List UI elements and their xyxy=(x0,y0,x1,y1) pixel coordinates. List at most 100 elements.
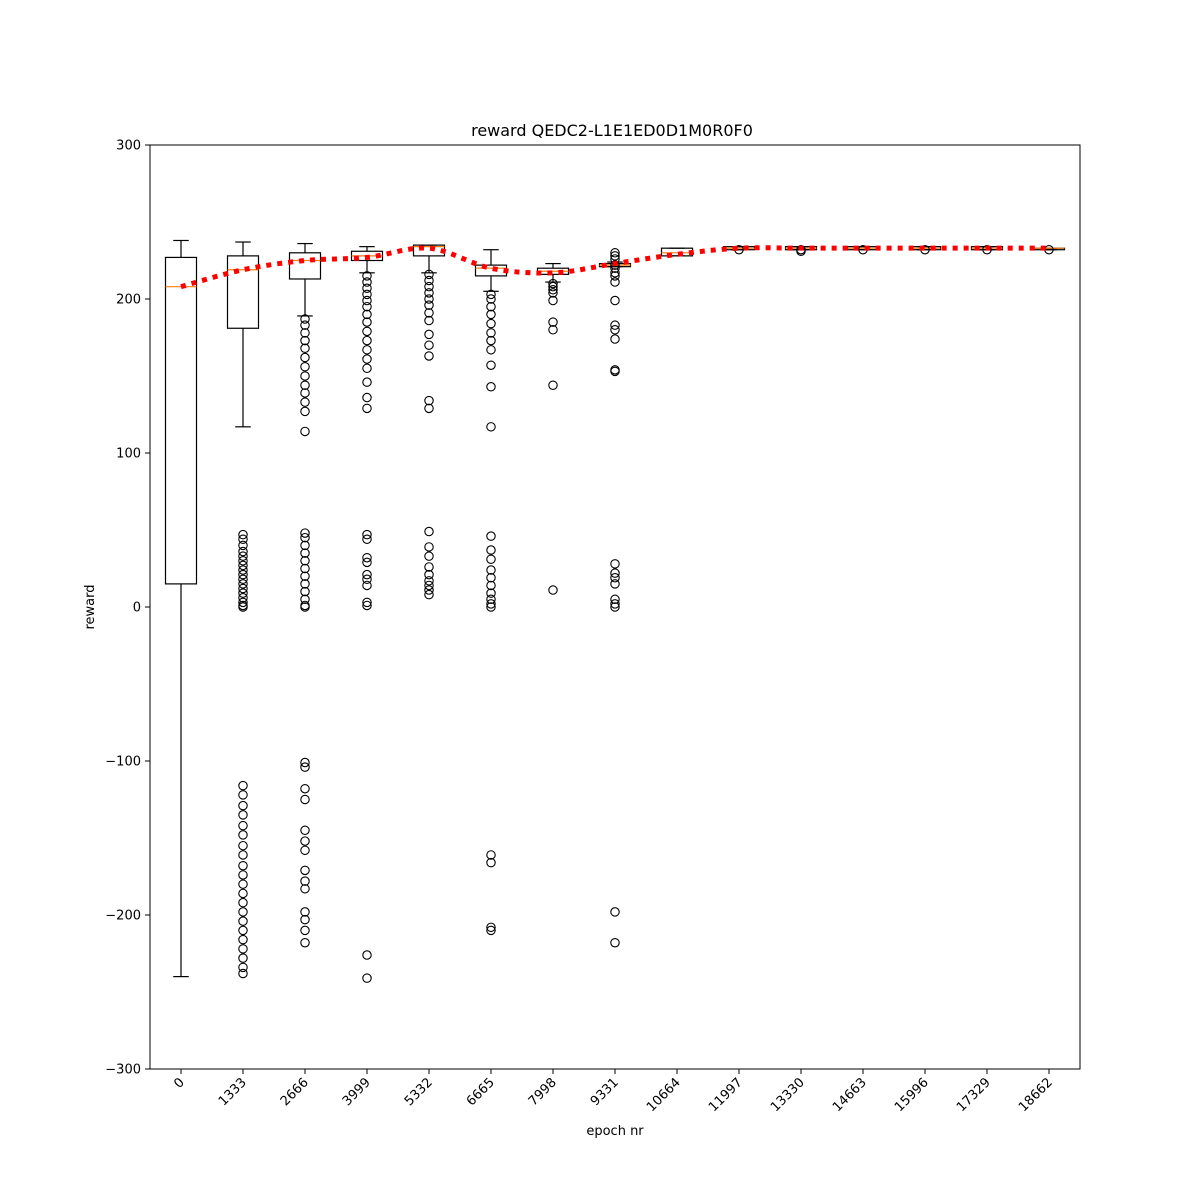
y-tick-label: 200 xyxy=(116,293,141,308)
outlier-point xyxy=(362,283,372,293)
outlier-point xyxy=(300,335,310,346)
outlier-point xyxy=(300,825,310,836)
outlier-point xyxy=(300,388,310,398)
outlier-point xyxy=(238,790,248,800)
outlier-point xyxy=(238,962,248,973)
y-tick-label: 300 xyxy=(116,139,141,154)
outlier-point xyxy=(238,820,248,831)
outlier-point xyxy=(424,585,434,595)
outlier-point xyxy=(238,565,248,575)
outlier-point xyxy=(424,562,434,572)
outlier-point xyxy=(362,271,372,281)
outlier-point xyxy=(610,320,620,330)
outlier-point xyxy=(238,588,248,598)
outlier-point xyxy=(486,318,496,329)
y-tick-label: −200 xyxy=(105,909,141,924)
x-tick-label: 5332 xyxy=(402,1075,436,1109)
box-0 xyxy=(164,239,198,978)
outlier-point xyxy=(424,269,434,280)
outlier-point xyxy=(362,363,372,374)
x-tick-label: 7998 xyxy=(526,1075,560,1109)
outlier-point xyxy=(610,572,620,583)
outlier-point xyxy=(486,925,496,936)
outlier-point xyxy=(238,907,248,917)
outlier-point xyxy=(610,937,620,948)
outlier-point xyxy=(238,540,248,551)
outlier-point xyxy=(362,377,372,387)
x-axis: 0 1333 2666 3999 5332 6665 7998 9331 10664 11997 1… xyxy=(171,1069,1056,1115)
outlier-point xyxy=(486,289,496,300)
outlier-point xyxy=(238,560,248,571)
outlier-point xyxy=(610,559,620,569)
outlier-point xyxy=(300,845,310,856)
x-tick-label: 1333 xyxy=(216,1075,250,1109)
outlier-point xyxy=(486,422,496,432)
outlier-point xyxy=(486,301,496,312)
x-tick-label: 14663 xyxy=(830,1075,870,1115)
box-iqr xyxy=(226,255,260,329)
outlier-point xyxy=(548,380,558,390)
outlier-point xyxy=(610,251,620,261)
outlier-point xyxy=(238,569,248,580)
outlier-point xyxy=(362,529,372,540)
x-axis-label: epoch nr xyxy=(586,1124,644,1139)
outlier-point xyxy=(424,526,434,537)
outlier-point xyxy=(238,800,248,811)
outlier-point xyxy=(424,551,434,561)
outlier-point xyxy=(238,879,248,889)
box-7998 xyxy=(536,262,570,595)
outlier-point xyxy=(424,329,434,340)
outlier-point xyxy=(362,597,372,608)
outlier-point xyxy=(238,551,248,561)
outlier-point xyxy=(238,583,248,594)
outlier-point xyxy=(238,944,248,954)
box-18662 xyxy=(1032,244,1066,255)
outlier-point xyxy=(362,295,372,306)
outlier-point xyxy=(362,309,372,320)
outlier-point xyxy=(238,934,248,945)
outlier-point xyxy=(238,593,248,603)
outlier-point xyxy=(610,271,620,281)
outlier-point xyxy=(610,325,620,335)
outlier-point xyxy=(362,289,372,300)
outlier-point xyxy=(486,565,496,575)
outlier-point xyxy=(238,574,248,585)
x-tick-label: 3999 xyxy=(340,1075,374,1109)
outlier-point xyxy=(238,534,248,544)
outlier-point xyxy=(424,294,434,304)
outlier-point xyxy=(238,579,248,589)
outlier-point xyxy=(300,794,310,805)
x-tick-label: 18662 xyxy=(1016,1075,1056,1115)
outlier-point xyxy=(238,860,248,871)
outlier-point xyxy=(548,317,558,327)
outlier-point xyxy=(486,345,496,355)
outlier-point xyxy=(238,556,248,566)
outlier-point xyxy=(486,602,496,612)
outlier-point xyxy=(300,343,310,354)
outlier-point xyxy=(610,277,620,287)
outlier-point xyxy=(548,585,558,595)
outlier-point xyxy=(238,597,248,608)
y-tick-label: 0 xyxy=(133,601,141,616)
box-9331 xyxy=(598,248,632,948)
outlier-point xyxy=(300,362,310,372)
y-axis: −300 −200 −100 0 100 200 300 xyxy=(105,139,150,1078)
box-2666 xyxy=(288,242,322,948)
outlier-point xyxy=(300,556,310,566)
outlier-point xyxy=(424,589,434,600)
outlier-point xyxy=(610,579,620,589)
outlier-point xyxy=(424,542,434,552)
outlier-point xyxy=(424,580,434,591)
outlier-point xyxy=(238,546,248,557)
outlier-point xyxy=(486,360,496,370)
outlier-point xyxy=(424,300,434,310)
box-3999 xyxy=(350,246,384,983)
outlier-point xyxy=(362,950,372,960)
outlier-point xyxy=(362,326,372,337)
outlier-point xyxy=(300,783,310,794)
y-tick-label: −300 xyxy=(105,1063,141,1078)
outlier-point xyxy=(238,916,248,926)
outlier-point xyxy=(610,599,620,609)
outlier-point xyxy=(362,403,372,414)
